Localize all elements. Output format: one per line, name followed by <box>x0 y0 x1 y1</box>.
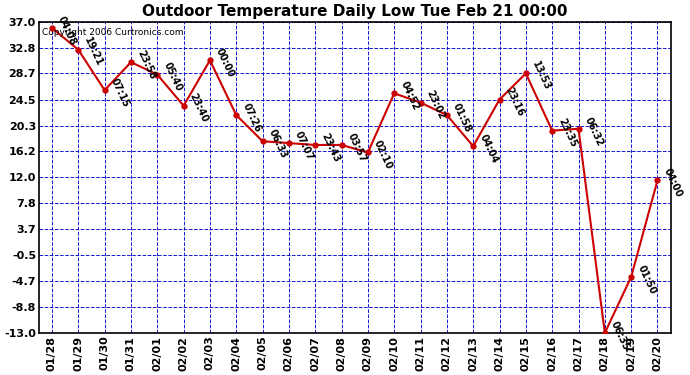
Text: 23:40: 23:40 <box>188 92 210 124</box>
Text: 00:00: 00:00 <box>214 46 236 79</box>
Text: 13:53: 13:53 <box>530 60 552 92</box>
Text: 19:21: 19:21 <box>83 36 105 68</box>
Text: 23:58: 23:58 <box>135 48 157 81</box>
Text: 04:00: 04:00 <box>662 167 684 199</box>
Text: 06:32: 06:32 <box>582 115 605 147</box>
Text: Copyright 2006 Curtronics.com: Copyright 2006 Curtronics.com <box>42 28 184 37</box>
Text: 05:40: 05:40 <box>161 61 184 93</box>
Text: 07:15: 07:15 <box>109 76 131 109</box>
Text: 23:43: 23:43 <box>319 131 342 164</box>
Text: 07:26: 07:26 <box>240 101 263 134</box>
Text: 04:08: 04:08 <box>56 14 79 46</box>
Text: 01:58: 01:58 <box>451 101 473 134</box>
Text: 07:07: 07:07 <box>293 129 315 162</box>
Text: 02:10: 02:10 <box>372 139 394 171</box>
Text: 06:35: 06:35 <box>609 319 631 352</box>
Text: 01:50: 01:50 <box>635 263 658 296</box>
Text: 03:57: 03:57 <box>346 131 368 164</box>
Text: 23:02: 23:02 <box>425 89 447 121</box>
Text: 04:04: 04:04 <box>477 132 500 165</box>
Text: 23:35: 23:35 <box>556 117 578 149</box>
Text: 23:16: 23:16 <box>504 86 526 118</box>
Text: 04:52: 04:52 <box>398 80 420 112</box>
Text: 06:33: 06:33 <box>267 128 289 160</box>
Title: Outdoor Temperature Daily Low Tue Feb 21 00:00: Outdoor Temperature Daily Low Tue Feb 21… <box>142 4 567 19</box>
